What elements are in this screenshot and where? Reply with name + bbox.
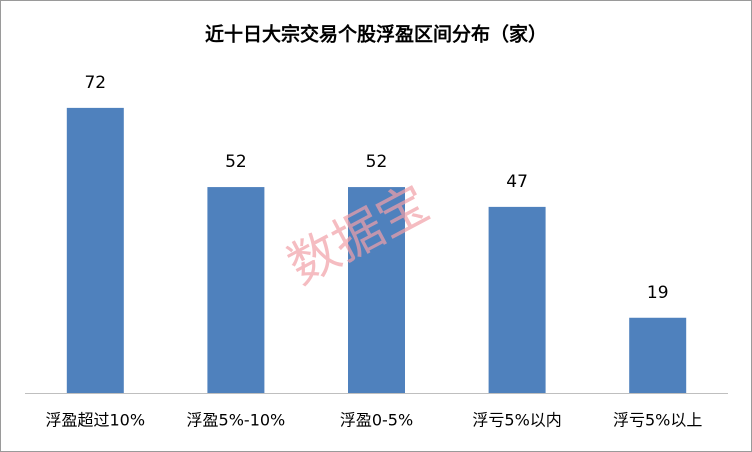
value-label: 47	[506, 172, 528, 192]
x-tick-label: 浮盈0-5%	[340, 411, 413, 430]
x-tick-label: 浮盈5%-10%	[187, 411, 286, 430]
x-tick-label: 浮亏5%以内	[472, 411, 561, 430]
bar	[66, 107, 124, 393]
x-tick-label: 浮盈超过10%	[46, 411, 146, 430]
chart-title: 近十日大宗交易个股浮盈区间分布（家）	[205, 23, 547, 46]
value-label: 72	[84, 73, 106, 93]
value-label: 52	[225, 152, 247, 172]
bar	[348, 187, 405, 393]
value-label: 52	[366, 152, 388, 172]
value-label: 19	[647, 283, 669, 303]
x-tick-label: 浮亏5%以上	[613, 411, 702, 430]
bar	[207, 187, 265, 393]
bar	[629, 317, 687, 393]
bar	[488, 206, 546, 393]
